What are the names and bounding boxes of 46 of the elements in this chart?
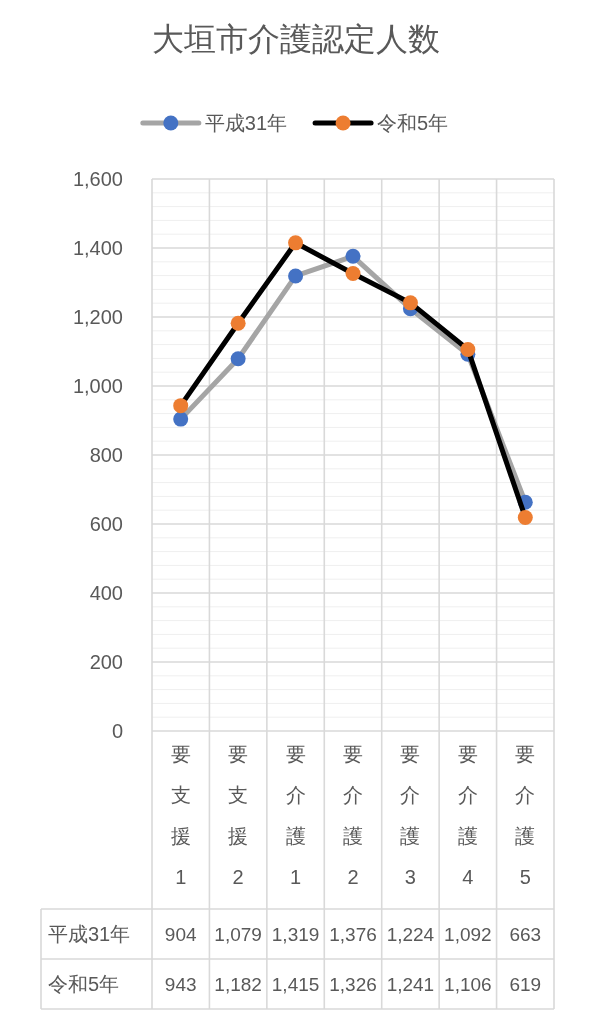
y-tick-label: 0 xyxy=(111,720,123,742)
point xyxy=(460,341,476,357)
data-label: 663 xyxy=(509,923,542,945)
y-tick-label: 200 xyxy=(89,651,123,673)
x-tick-label: 要介護3 xyxy=(400,743,421,888)
x-tick-label: 要介護4 xyxy=(457,743,478,888)
y-tick-label: 800 xyxy=(89,444,123,466)
x-tick-label: 要介護1 xyxy=(285,743,306,888)
data-label: 1,224 xyxy=(386,923,435,945)
point xyxy=(517,509,533,525)
data-label: 1,319 xyxy=(271,923,320,945)
point xyxy=(230,351,246,367)
table-row-label: 令和5年 xyxy=(48,973,120,995)
data-label: 1,241 xyxy=(386,973,435,995)
table-row-label: 平成31年 xyxy=(48,923,131,945)
title: 大垣市介護認定人数 xyxy=(151,21,440,57)
y-tick-label: 1,200 xyxy=(72,306,123,328)
legend-label: 平成31年 xyxy=(204,112,288,134)
x-tick-label: 要介護5 xyxy=(515,743,536,888)
x-tick-label: 要支援2 xyxy=(228,743,249,888)
point xyxy=(173,398,189,414)
y-tick-label: 1,600 xyxy=(72,168,123,190)
y-tick-label: 1,400 xyxy=(72,237,123,259)
point xyxy=(230,315,246,331)
data-label: 904 xyxy=(164,923,197,945)
data-label: 1,326 xyxy=(329,973,377,995)
point xyxy=(288,235,304,251)
data-label: 1,376 xyxy=(329,923,377,945)
data-label: 1,092 xyxy=(444,923,492,945)
data-label: 1,106 xyxy=(444,973,492,995)
point xyxy=(288,268,304,284)
y-tick-label: 600 xyxy=(89,513,123,535)
data-label: 1,182 xyxy=(214,973,262,995)
point xyxy=(345,266,361,282)
data-label: 619 xyxy=(509,973,542,995)
point xyxy=(345,248,361,264)
y-tick-label: 400 xyxy=(89,582,123,604)
data-label: 943 xyxy=(164,973,197,995)
data-label: 1,079 xyxy=(214,923,262,945)
data-label: 1,415 xyxy=(271,973,320,995)
point xyxy=(173,411,189,427)
point xyxy=(402,295,418,311)
x-tick-label: 要介護2 xyxy=(343,743,363,888)
legend-label: 令和5年 xyxy=(377,112,449,134)
x-tick-label: 要支援1 xyxy=(170,743,191,888)
y-tick-label: 1,000 xyxy=(72,375,123,397)
